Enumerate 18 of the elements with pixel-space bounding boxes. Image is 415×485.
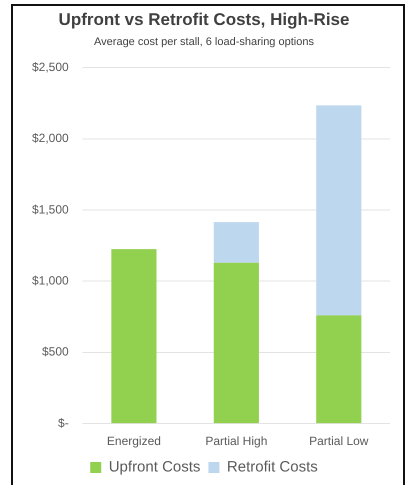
- bar: [316, 105, 362, 316]
- legend-label: Retrofit Costs: [226, 458, 318, 476]
- bar: [214, 222, 259, 263]
- y-tick-label: $-: [58, 416, 69, 430]
- chart-title: Upfront vs Retrofit Costs, High-Rise: [58, 10, 350, 29]
- y-tick-label: $1,500: [32, 202, 70, 216]
- y-tick-label: $500: [42, 344, 70, 359]
- chart-subtitle: Average cost per stall, 6 load-sharing options: [94, 36, 314, 48]
- bar: [214, 262, 259, 424]
- bar: [316, 315, 362, 424]
- x-tick-label: Partial High: [205, 434, 268, 448]
- x-tick-label: Partial Low: [309, 434, 369, 448]
- x-tick-label: Energized: [106, 434, 161, 448]
- y-tick-label: $1,000: [32, 274, 70, 288]
- legend-label: Upfront Costs: [108, 458, 200, 476]
- y-tick-label: $2,500: [32, 60, 70, 74]
- bar: [111, 249, 157, 424]
- y-tick-label: $2,000: [32, 131, 70, 146]
